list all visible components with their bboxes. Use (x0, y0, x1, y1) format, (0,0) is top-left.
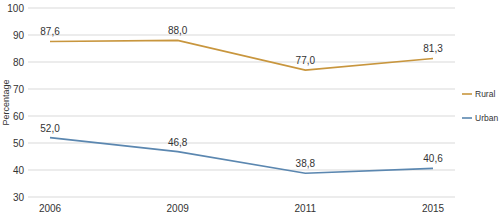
grid-line (28, 89, 455, 90)
plot-area (50, 40, 433, 173)
y-tick-label: 90 (13, 30, 25, 41)
data-label: 81,3 (423, 43, 443, 54)
chart: 30 40 50 60 70 80 90 100 Percentage 2006 2009 2011 2… (0, 0, 500, 221)
legend-swatch (462, 117, 472, 119)
grid-line (28, 116, 455, 117)
x-tick-label: 2009 (167, 203, 190, 214)
y-axis-label: Percentage (1, 79, 11, 125)
grid (28, 8, 455, 197)
grid-line (28, 35, 455, 36)
y-tick-label: 70 (13, 84, 25, 95)
y-tick-label: 40 (13, 165, 25, 176)
legend-swatch (462, 93, 472, 95)
y-tick-label: 30 (13, 192, 25, 203)
data-label: 38,8 (296, 158, 316, 169)
y-tick-label: 50 (13, 138, 25, 149)
series-line (50, 138, 433, 174)
x-tick-label: 2006 (39, 203, 62, 214)
y-tick-label: 100 (7, 3, 24, 14)
legend-label: Urban (475, 113, 498, 123)
legend: Urban Rural (462, 89, 498, 123)
y-tick-label: 80 (13, 57, 25, 68)
data-label: 77,0 (296, 55, 316, 66)
series-line (50, 40, 433, 70)
x-tick-label: 2011 (295, 203, 317, 214)
x-tick-label: 2015 (422, 203, 445, 214)
grid-line (28, 8, 455, 9)
data-label: 87,6 (40, 26, 60, 37)
data-label: 52,0 (40, 123, 60, 134)
legend-label: Rural (475, 89, 495, 99)
grid-line (28, 197, 455, 198)
data-label: 40,6 (423, 153, 443, 164)
y-tick-label: 60 (13, 111, 25, 122)
data-label: 88,0 (168, 25, 188, 36)
data-label: 46,8 (168, 137, 188, 148)
